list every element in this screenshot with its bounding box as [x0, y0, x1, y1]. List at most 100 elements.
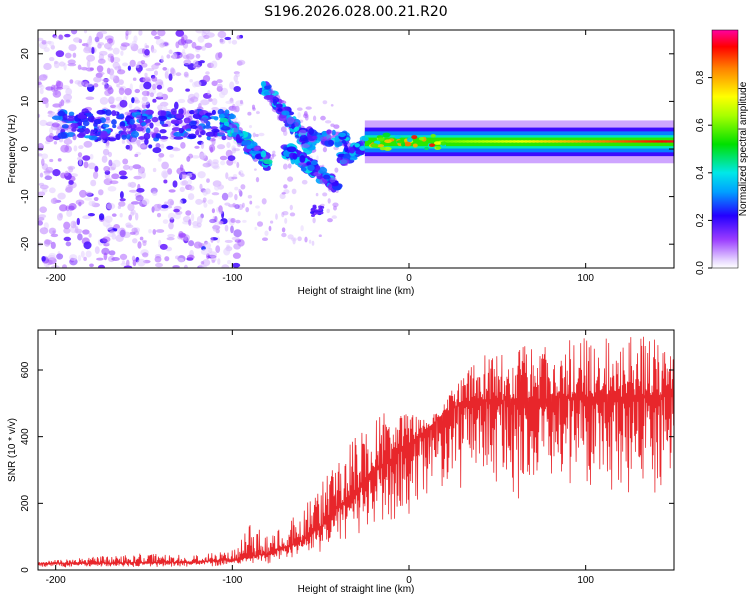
spectrogram-branch-cell — [354, 143, 359, 147]
spectrogram-noise-cell — [102, 236, 110, 242]
spectrogram-noise-cell — [224, 202, 230, 205]
spectrogram-noise-cell — [283, 184, 288, 188]
spectrogram-noise-cell — [327, 218, 333, 222]
spectrogram-noise-cell — [96, 258, 103, 261]
spectrogram-noise-cell — [312, 241, 315, 246]
spectrogram-noise-cell — [326, 209, 329, 213]
spectrogram-noise-cell — [93, 76, 102, 82]
spectrogram-noise-cell — [323, 100, 328, 104]
spectrogram-noise-cell — [240, 173, 245, 177]
spectrogram-noise-cell — [214, 216, 217, 222]
spectrogram-branch-cell — [311, 160, 318, 165]
spectrogram-noise-cell — [180, 181, 186, 186]
spectrogram-carrier-core — [371, 143, 379, 147]
spectrogram-noise-cell — [152, 99, 156, 103]
spectrogram-band-cell — [123, 126, 127, 131]
spectrogram-noise-cell — [187, 179, 191, 184]
spectrogram-noise-cell — [115, 97, 122, 102]
spectrogram-noise-cell — [86, 97, 95, 101]
spectrogram-band-cell — [155, 133, 161, 139]
spectrogram-band-cell — [152, 117, 159, 122]
spectrogram-noise-cell — [198, 134, 202, 137]
spectrogram-noise-cell — [151, 76, 157, 82]
spectrogram-noise-cell — [231, 177, 237, 180]
spectrogram-noise-cell — [154, 36, 160, 40]
spectrogram-noise-cell — [257, 221, 263, 227]
spectrogram-noise-cell — [211, 107, 218, 111]
spectrogram-noise-cell — [233, 229, 241, 237]
spectrogram-noise-cell — [245, 207, 249, 212]
spectrogram-band-cell — [130, 119, 135, 125]
spectrogram-branch-cell — [315, 165, 320, 171]
spectrogram-band-cell — [179, 128, 184, 133]
spectrogram-noise-cell — [220, 160, 225, 165]
spectrogram-noise-cell — [226, 142, 230, 148]
spectrogram-branch-cell — [323, 175, 330, 180]
spectrogram-noise-cell — [59, 101, 62, 108]
spectrogram-noise-cell — [39, 183, 44, 186]
spectrogram-noise-cell — [138, 145, 147, 148]
spectrogram-noise-cell — [91, 47, 94, 54]
spectrogram-noise-cell — [41, 256, 45, 262]
spectrogram-noise-cell — [234, 194, 237, 200]
spectrogram-noise-cell — [73, 222, 77, 227]
spectrogram-noise-cell — [97, 65, 104, 72]
spectrogram-noise-cell — [212, 208, 215, 213]
spectrogram-noise-cell — [108, 160, 112, 167]
spectrogram-band-cell — [188, 133, 197, 138]
spectrogram-carrier-core — [434, 141, 441, 145]
spectrogram-noise-cell — [232, 203, 235, 207]
spectrogram-noise-cell — [137, 68, 141, 73]
spectrogram-branch-cell — [326, 129, 331, 134]
spectrogram-noise-cell — [68, 44, 76, 51]
spectrogram-noise-cell — [184, 265, 188, 270]
spectrogram-noise-cell — [54, 141, 57, 145]
spectrogram-noise-cell — [219, 221, 224, 225]
spectrogram-band-cell — [154, 127, 159, 133]
spectrogram-noise-cell — [39, 214, 47, 218]
spectrogram-noise-cell — [213, 224, 218, 231]
spectrogram-noise-cell — [291, 237, 297, 241]
spectrogram-noise-cell — [99, 31, 107, 35]
spectrogram-noise-cell — [163, 179, 167, 183]
spectrogram-noise-cell — [167, 87, 173, 92]
spectrogram-noise-cell — [103, 166, 110, 172]
spectrogram-noise-cell — [77, 234, 83, 241]
spectrogram-noise-cell — [168, 222, 174, 230]
spectrogram-noise-cell — [142, 241, 146, 246]
spectrogram-noise-cell — [262, 237, 268, 241]
spectrogram-noise-cell — [85, 83, 93, 87]
spectrogram-carrier-core — [431, 134, 436, 138]
spectrogram-noise-cell — [51, 198, 58, 204]
spectrogram-noise-cell — [120, 213, 123, 217]
spectrogram-branch-cell — [276, 103, 283, 107]
spectrogram-noise-cell — [156, 229, 164, 233]
spectrogram-noise-cell — [90, 154, 94, 160]
snr-x-tick-label: -100 — [222, 575, 242, 586]
spectrogram-band-cell — [121, 134, 127, 139]
spectrogram-noise-cell — [142, 252, 148, 257]
spectrogram-noise-cell — [225, 240, 233, 243]
spectrogram-band-cell — [111, 110, 116, 116]
colorbar-label: Normalized spectral amplitude — [738, 81, 749, 216]
spectrogram-noise-cell — [157, 204, 162, 209]
spectrogram-noise-cell — [189, 186, 195, 191]
spectrogram-noise-cell — [84, 161, 89, 168]
spectrogram-noise-cell — [142, 91, 150, 96]
spectrogram-carrier-core — [436, 146, 441, 149]
spectrogram-noise-cell — [131, 182, 135, 186]
spectrogram-noise-cell — [212, 192, 220, 195]
spectrogram-noise-cell — [51, 242, 56, 249]
spectrogram-band-cell — [139, 118, 143, 123]
spectrogram-noise-cell — [49, 41, 54, 46]
spectrogram-noise-cell — [107, 47, 113, 50]
spectrogram-noise-cell — [282, 227, 286, 232]
spectrogram-noise-cell — [180, 187, 185, 192]
spectrogram-noise-cell — [46, 135, 54, 142]
spectrogram-noise-cell — [233, 243, 241, 249]
spectrogram-noise-cell — [152, 147, 161, 153]
spectrogram-noise-cell — [45, 86, 53, 90]
spectrogram-noise-cell — [66, 241, 72, 246]
spectrogram-branch-cell — [344, 145, 348, 152]
spectrogram-noise-cell — [182, 49, 185, 54]
